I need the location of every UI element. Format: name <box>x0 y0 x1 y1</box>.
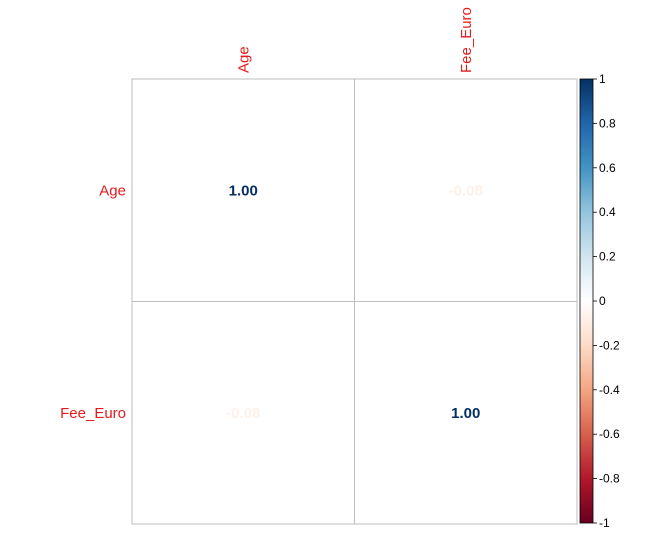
cell-value-fee-euro-fee-euro: 1.00 <box>451 405 480 422</box>
cell-value-age-fee-euro: -0.08 <box>449 182 483 199</box>
colorbar-tick-label: 1 <box>599 72 606 86</box>
column-label: Fee_Euro <box>458 7 475 73</box>
colorbar-tick-label: 0.4 <box>599 205 616 219</box>
colorbar-tick-label: -0.4 <box>599 383 620 397</box>
colorbar-tick-label: -0.8 <box>599 472 620 486</box>
colorbar-tick-label: 0.6 <box>599 161 616 175</box>
cell-values: 1.00 -0.08 -0.08 1.00 <box>226 182 483 422</box>
row-label: Age <box>99 182 126 199</box>
colorbar-tick-label: -1 <box>599 516 610 530</box>
colorbar-tick-label: -0.6 <box>599 427 620 441</box>
colorbar: 1 0.8 0.6 0.4 0.2 0 -0.2 -0.4 -0.6 -0.8 -1 <box>579 72 620 530</box>
colorbar-tick-label: -0.2 <box>599 338 620 352</box>
cell-value-fee-euro-age: -0.08 <box>226 405 260 422</box>
grid <box>131 78 578 525</box>
colorbar-tick-label: 0.8 <box>599 116 616 130</box>
row-labels: Age Fee_Euro <box>60 182 126 422</box>
colorbar-tick-label: 0 <box>599 294 606 308</box>
colorbar-gradient <box>579 78 594 524</box>
grid-cell <box>354 301 578 525</box>
column-labels: Age Fee_Euro <box>235 7 475 73</box>
colorbar-tick-label: 0.2 <box>599 250 616 264</box>
column-label: Age <box>235 46 252 73</box>
row-label: Fee_Euro <box>60 405 126 422</box>
cell-value-age-age: 1.00 <box>229 182 258 199</box>
